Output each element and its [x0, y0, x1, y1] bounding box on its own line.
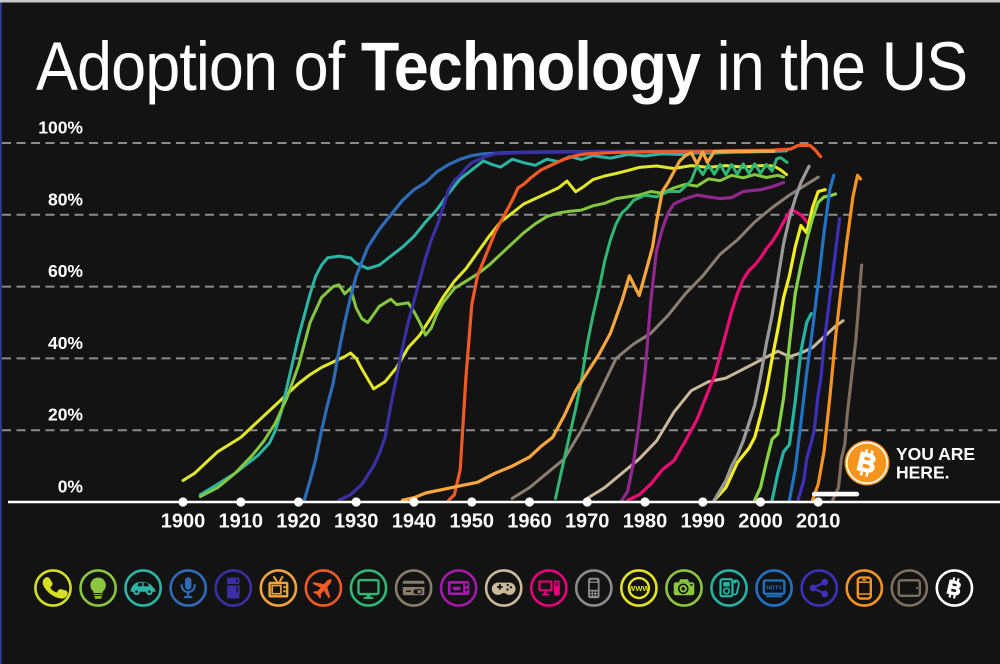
svg-text:1920: 1920 [276, 511, 321, 533]
svg-text:2010: 2010 [796, 511, 841, 533]
svg-text:1910: 1910 [219, 511, 264, 533]
svg-text:1930: 1930 [334, 511, 379, 533]
svg-text:YOU ARE: YOU ARE [896, 444, 975, 464]
svg-text:1960: 1960 [507, 511, 552, 533]
svg-text:HDTV: HDTV [766, 586, 782, 592]
svg-text:2000: 2000 [738, 511, 783, 533]
svg-text:80%: 80% [48, 189, 83, 209]
svg-text:1940: 1940 [392, 511, 437, 533]
svg-text:0%: 0% [58, 477, 84, 497]
svg-text:WWW: WWW [628, 584, 650, 593]
svg-text:20%: 20% [48, 405, 83, 425]
svg-text:100%: 100% [38, 118, 83, 138]
svg-text:HERE.: HERE. [896, 463, 949, 483]
svg-text:1990: 1990 [681, 511, 726, 533]
svg-text:1950: 1950 [450, 511, 495, 533]
svg-text:Adoption of Technology in the: Adoption of Technology in the US [36, 27, 967, 104]
svg-text:1970: 1970 [565, 511, 610, 533]
svg-text:40%: 40% [48, 333, 83, 353]
svg-text:1980: 1980 [623, 511, 668, 533]
svg-text:1900: 1900 [161, 511, 206, 533]
svg-text:60%: 60% [48, 261, 83, 281]
